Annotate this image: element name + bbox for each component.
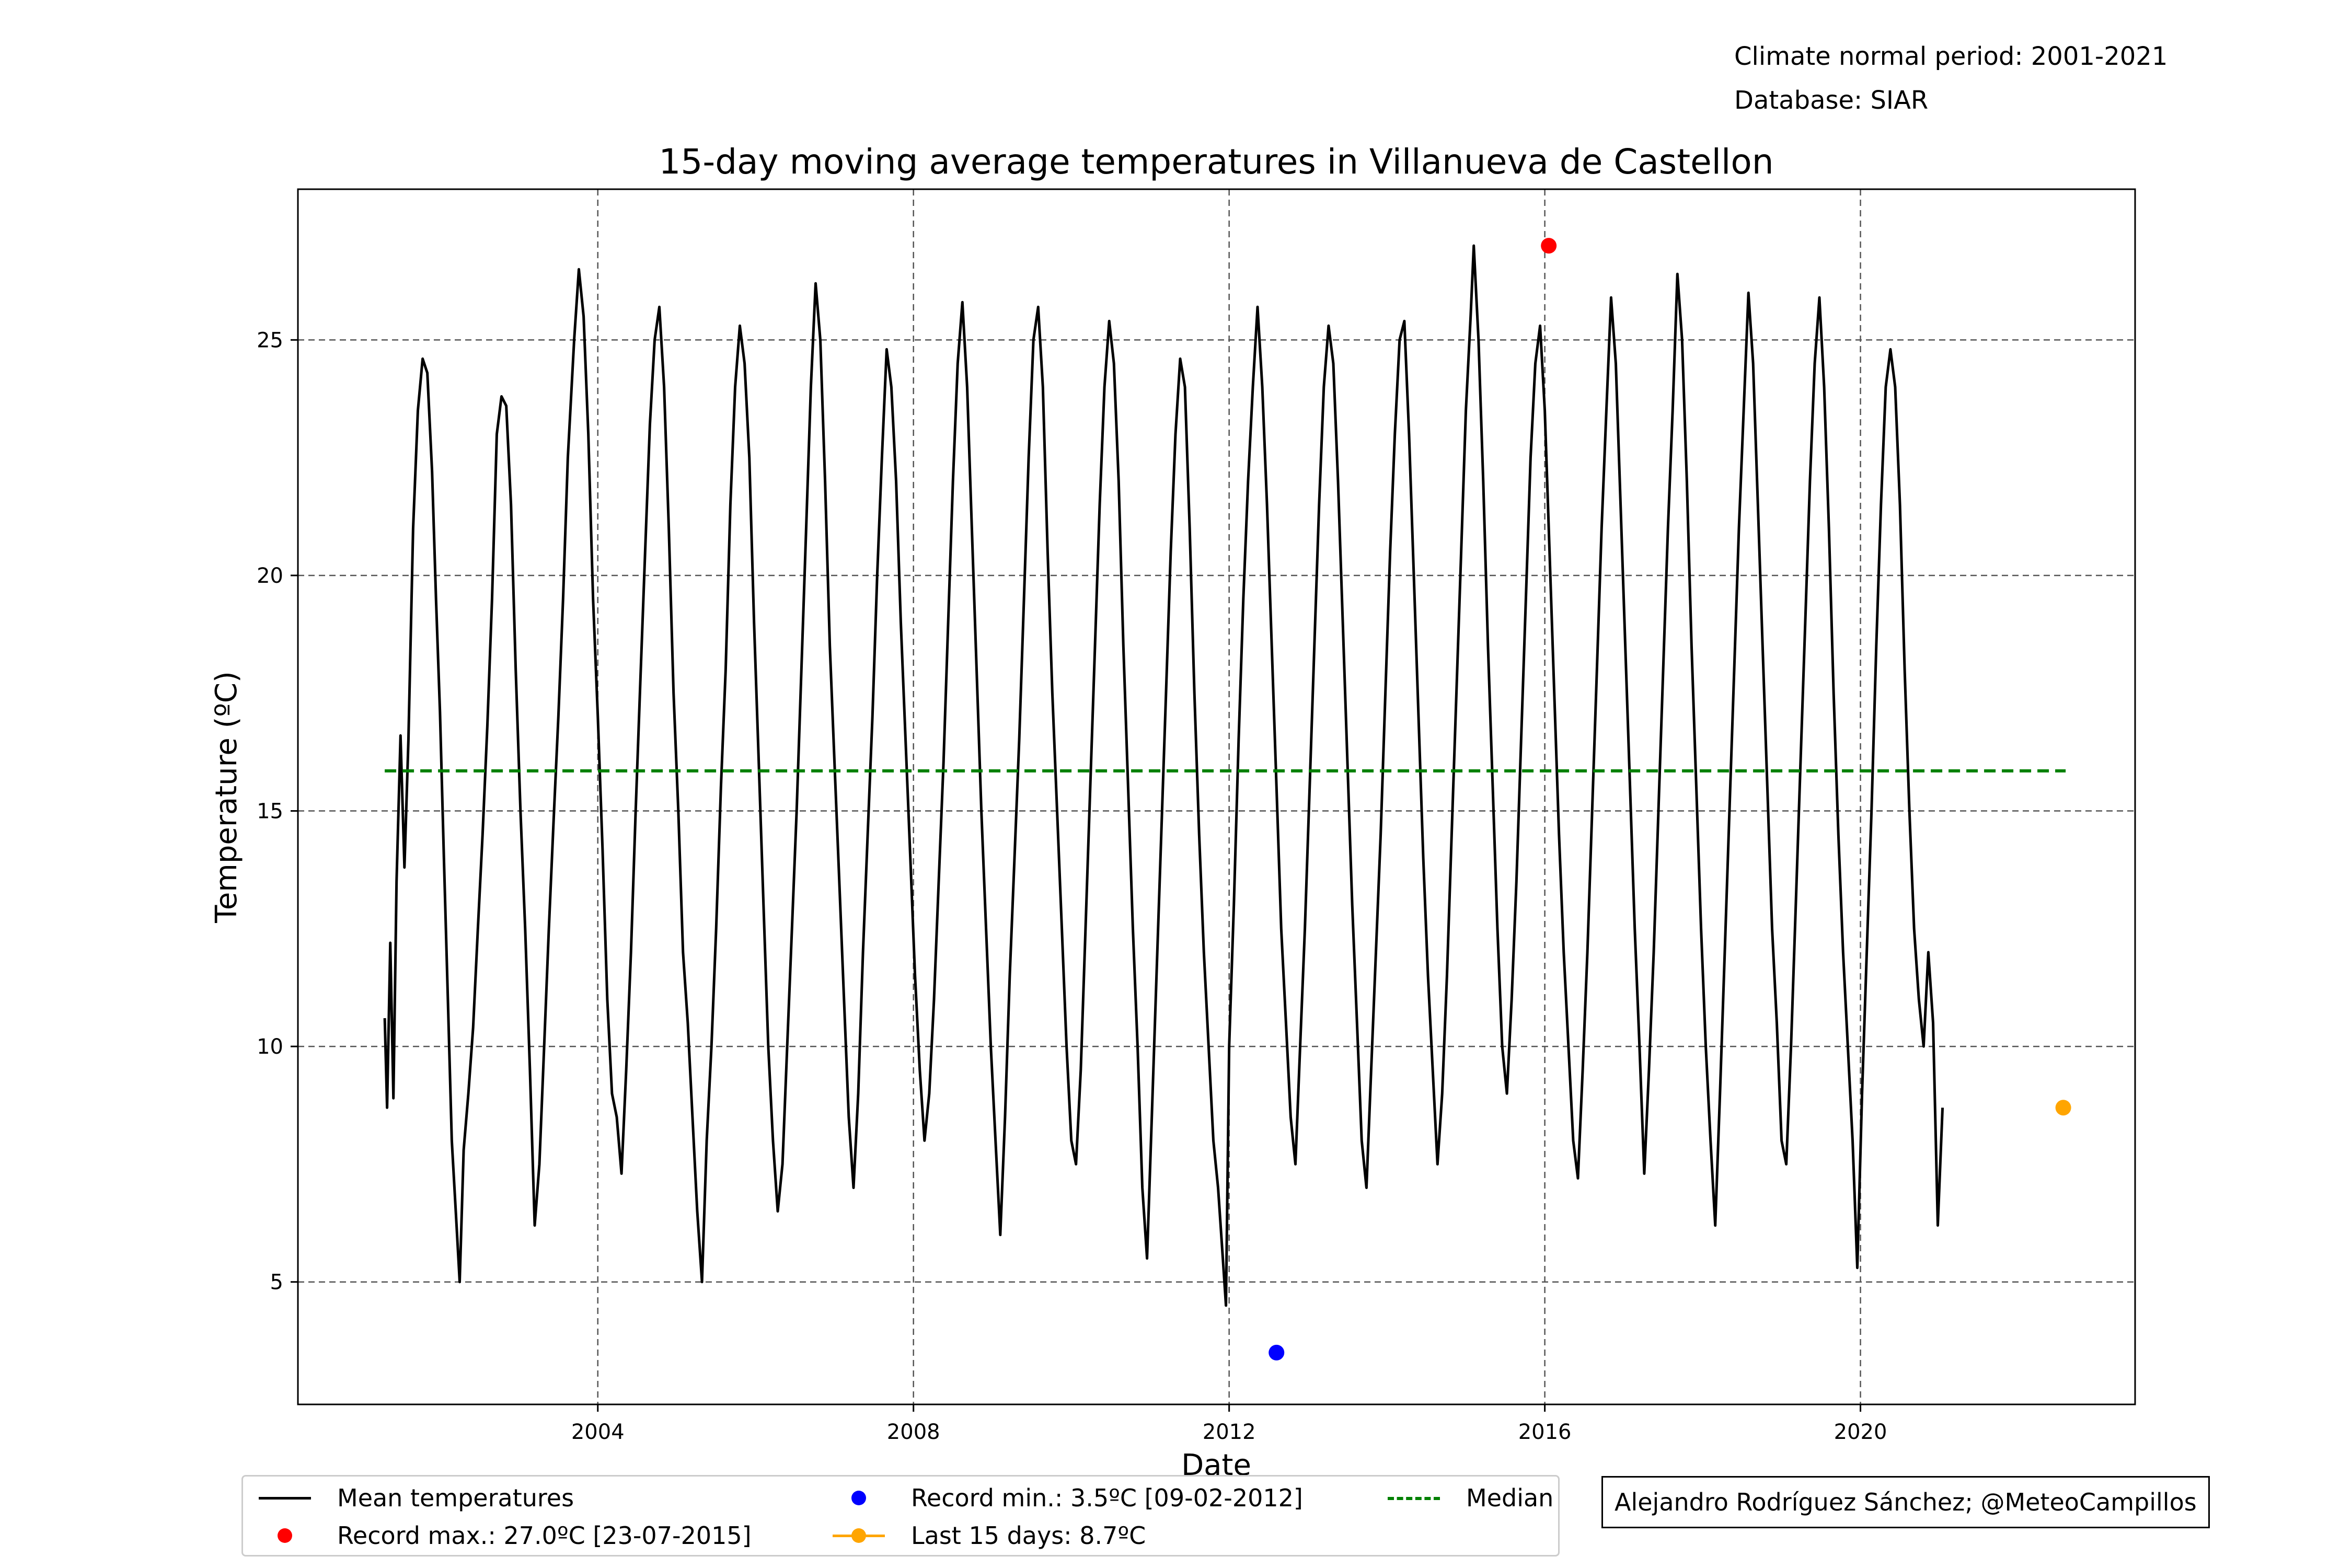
- x-tick-label-2012: 2012: [1203, 1420, 1256, 1444]
- legend-item-record-min: Record min.: 3.5ºC [09-02-2012]: [827, 1484, 1303, 1512]
- legend-item-record-max: Record max.: 27.0ºC [23-07-2015]: [253, 1521, 752, 1550]
- legend-label-record-min: Record min.: 3.5ºC [09-02-2012]: [911, 1484, 1303, 1512]
- legend-item-median: Median: [1382, 1484, 1553, 1512]
- plot-frame: [297, 188, 2136, 1405]
- tick-labels: 2004 2008 2012 2016 2020 5 10 15 20 25: [257, 328, 1887, 1444]
- y-tick-label-25: 25: [257, 328, 283, 352]
- legend-label-median: Median: [1466, 1484, 1554, 1512]
- author-credit: Alejandro Rodríguez Sánchez; @MeteoCampi…: [1601, 1476, 2210, 1528]
- legend-label-mean: Mean temperatures: [337, 1484, 574, 1512]
- legend: Mean temperatures Record max.: 27.0ºC [2…: [241, 1475, 1560, 1557]
- legend-label-record-max: Record max.: 27.0ºC [23-07-2015]: [337, 1521, 752, 1550]
- database-note: Database: SIAR: [1734, 86, 1929, 115]
- y-tick-label-15: 15: [257, 800, 283, 824]
- y-axis-label: Temperature (ºC): [210, 671, 244, 924]
- record-min-marker: [1269, 1344, 1285, 1361]
- y-tick-label-10: 10: [257, 1035, 283, 1059]
- y-tick-label-5: 5: [270, 1271, 283, 1295]
- legend-item-last-15-days: Last 15 days: 8.7ºC: [827, 1521, 1146, 1550]
- mean-temperature-line: [383, 244, 1944, 1307]
- chart-title: 15-day moving average temperatures in Vi…: [659, 142, 1773, 182]
- x-tick-label-2020: 2020: [1834, 1420, 1887, 1444]
- legend-label-last-15-days: Last 15 days: 8.7ºC: [911, 1521, 1146, 1550]
- legend-swatch-record-max: [253, 1525, 316, 1546]
- legend-swatch-record-min: [827, 1488, 890, 1508]
- legend-item-mean: Mean temperatures: [253, 1484, 574, 1512]
- x-tick-label-2016: 2016: [1518, 1420, 1572, 1444]
- last-15-days-marker: [2055, 1100, 2071, 1116]
- x-tick-label-2008: 2008: [887, 1420, 940, 1444]
- record-max-marker: [1541, 238, 1557, 254]
- legend-swatch-mean: [253, 1488, 316, 1508]
- x-tick-label-2004: 2004: [571, 1420, 625, 1444]
- markers-layer: [1269, 238, 2071, 1361]
- climate-normal-period-note: Climate normal period: 2001-2021: [1734, 42, 2168, 71]
- y-tick-label-20: 20: [257, 564, 283, 588]
- series-layer: [383, 244, 2066, 1307]
- legend-swatch-last-15-days: [827, 1525, 890, 1546]
- legend-swatch-median: [1382, 1488, 1445, 1508]
